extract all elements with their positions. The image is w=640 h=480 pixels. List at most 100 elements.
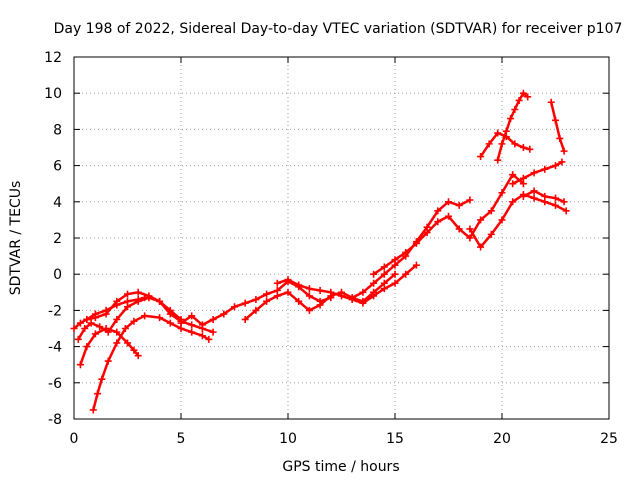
data-point xyxy=(434,207,442,215)
data-point xyxy=(547,98,555,106)
data-point xyxy=(83,315,91,323)
data-point xyxy=(252,296,260,304)
data-series xyxy=(70,288,217,336)
data-series xyxy=(177,277,335,329)
data-point xyxy=(89,406,97,414)
data-point xyxy=(121,325,129,332)
data-point xyxy=(494,129,502,137)
data-series xyxy=(83,294,149,323)
series-trace xyxy=(468,193,568,249)
data-point xyxy=(502,127,510,135)
data-point xyxy=(263,290,271,298)
data-point xyxy=(156,297,164,305)
data-series xyxy=(76,325,142,369)
data-point xyxy=(530,169,538,177)
data-point xyxy=(305,306,313,314)
data-point xyxy=(380,270,388,278)
data-point xyxy=(541,165,549,173)
data-point xyxy=(477,216,485,224)
data-point xyxy=(466,196,474,204)
data-point xyxy=(284,276,292,284)
grid xyxy=(74,57,609,419)
y-tick-label: -2 xyxy=(48,303,62,319)
data-point xyxy=(87,319,95,327)
data-point xyxy=(526,145,534,153)
data-series xyxy=(273,261,420,307)
data-point xyxy=(498,189,506,197)
data-point xyxy=(509,198,517,206)
data-point xyxy=(134,296,142,304)
data-point xyxy=(263,297,271,305)
series-trace xyxy=(77,296,183,341)
data-point xyxy=(102,325,110,332)
data-point xyxy=(209,315,217,323)
data-series xyxy=(74,294,185,343)
data-point xyxy=(295,297,303,305)
data-point xyxy=(560,147,568,155)
data-point xyxy=(487,230,495,238)
data-point xyxy=(124,297,131,305)
data-series xyxy=(241,270,399,323)
data-point xyxy=(316,286,324,294)
data-point xyxy=(241,315,249,323)
data-point xyxy=(552,201,559,209)
data-point xyxy=(515,96,523,104)
data-point xyxy=(541,192,549,200)
data-point xyxy=(104,357,112,365)
data-point xyxy=(113,301,121,309)
data-point xyxy=(402,248,410,256)
data-point xyxy=(509,171,517,179)
data-point xyxy=(391,256,399,264)
data-point xyxy=(519,144,527,151)
data-point xyxy=(380,285,388,293)
data-point xyxy=(91,330,99,338)
data-point xyxy=(91,310,99,318)
data-point xyxy=(295,281,303,289)
y-tick-label: 6 xyxy=(53,159,62,175)
series-trace xyxy=(549,101,566,153)
data-point xyxy=(556,134,564,142)
data-point xyxy=(498,216,506,224)
data-point xyxy=(130,317,138,325)
y-tick-label: -6 xyxy=(48,376,62,392)
data-point xyxy=(455,225,463,233)
data-point xyxy=(241,299,249,307)
data-point xyxy=(485,140,493,148)
data-point xyxy=(434,218,442,226)
x-tick-label: 0 xyxy=(70,431,79,447)
data-point xyxy=(94,390,102,398)
series-trace xyxy=(79,327,140,366)
data-point xyxy=(402,270,410,278)
y-tick-label: -4 xyxy=(48,340,62,356)
data-point xyxy=(305,292,313,300)
data-point xyxy=(560,198,568,206)
data-point xyxy=(74,335,82,343)
data-point xyxy=(305,285,313,293)
data-point xyxy=(380,263,388,271)
y-tick-label: 2 xyxy=(53,231,62,247)
data-point xyxy=(530,194,538,202)
y-tick-label: 10 xyxy=(44,86,62,102)
data-point xyxy=(487,207,495,215)
data-point xyxy=(445,212,452,220)
data-point xyxy=(130,346,138,354)
x-tick-label: 25 xyxy=(600,431,618,447)
data-point xyxy=(83,343,91,351)
data-series xyxy=(519,187,568,206)
data-point xyxy=(477,153,485,161)
axis-ticks: 0 5 10 15 20 25 -8 -6 -4 -2 0 2 4 6 8 10 12 xyxy=(44,50,618,447)
chart-title: Day 198 of 2022, Sidereal Day-to-day VTE… xyxy=(54,21,623,37)
x-tick-label: 15 xyxy=(386,431,404,447)
data-point xyxy=(530,187,538,195)
data-point xyxy=(445,198,452,206)
data-point xyxy=(562,207,570,215)
data-point xyxy=(134,288,142,296)
data-point xyxy=(327,288,335,296)
data-point xyxy=(96,323,104,331)
data-point xyxy=(519,89,527,97)
y-tick-label: 12 xyxy=(44,50,62,66)
data-point xyxy=(188,312,196,320)
data-point xyxy=(477,243,485,251)
data-point xyxy=(494,156,502,164)
